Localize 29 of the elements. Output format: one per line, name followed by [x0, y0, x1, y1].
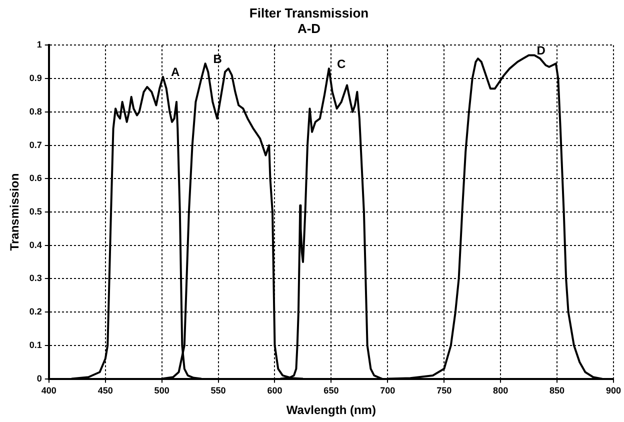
- x-tick-label: 450: [98, 386, 113, 396]
- x-axis-title: Wavlength (nm): [286, 403, 376, 418]
- x-tick-label: 400: [41, 386, 56, 396]
- x-tick-label: 800: [493, 386, 508, 396]
- y-tick-label: 0.8: [29, 106, 42, 116]
- x-tick-label: 600: [267, 386, 282, 396]
- y-tick-label: 0: [36, 373, 42, 384]
- x-tick-label: 550: [210, 386, 226, 396]
- y-tick-label: 0.9: [29, 73, 42, 84]
- y-tick-label: 0.7: [29, 140, 42, 150]
- x-tick-label: 900: [606, 386, 622, 396]
- chart-subtitle: A-D: [297, 20, 321, 36]
- x-tick-label: 500: [154, 386, 170, 396]
- x-tick-label: 650: [324, 386, 339, 396]
- series-label: C: [336, 56, 346, 71]
- series-label: D: [536, 44, 546, 58]
- x-tick-label: 750: [436, 386, 452, 396]
- series-label: A: [170, 65, 180, 80]
- y-tick-label: 0.6: [29, 173, 42, 184]
- x-tick-label: 700: [380, 386, 396, 396]
- y-tick-label: 0.3: [29, 273, 42, 284]
- y-tick-label: 0.4: [29, 240, 42, 250]
- y-tick-label: 0.1: [29, 340, 42, 350]
- y-tick-label: 1: [36, 40, 42, 50]
- chart-title: Filter Transmission: [249, 5, 369, 20]
- y-tick-label: 0.2: [29, 306, 42, 317]
- x-tick-label: 850: [550, 386, 565, 396]
- y-tick-label: 0.5: [29, 206, 42, 216]
- y-axis-title: Transmission: [8, 173, 22, 251]
